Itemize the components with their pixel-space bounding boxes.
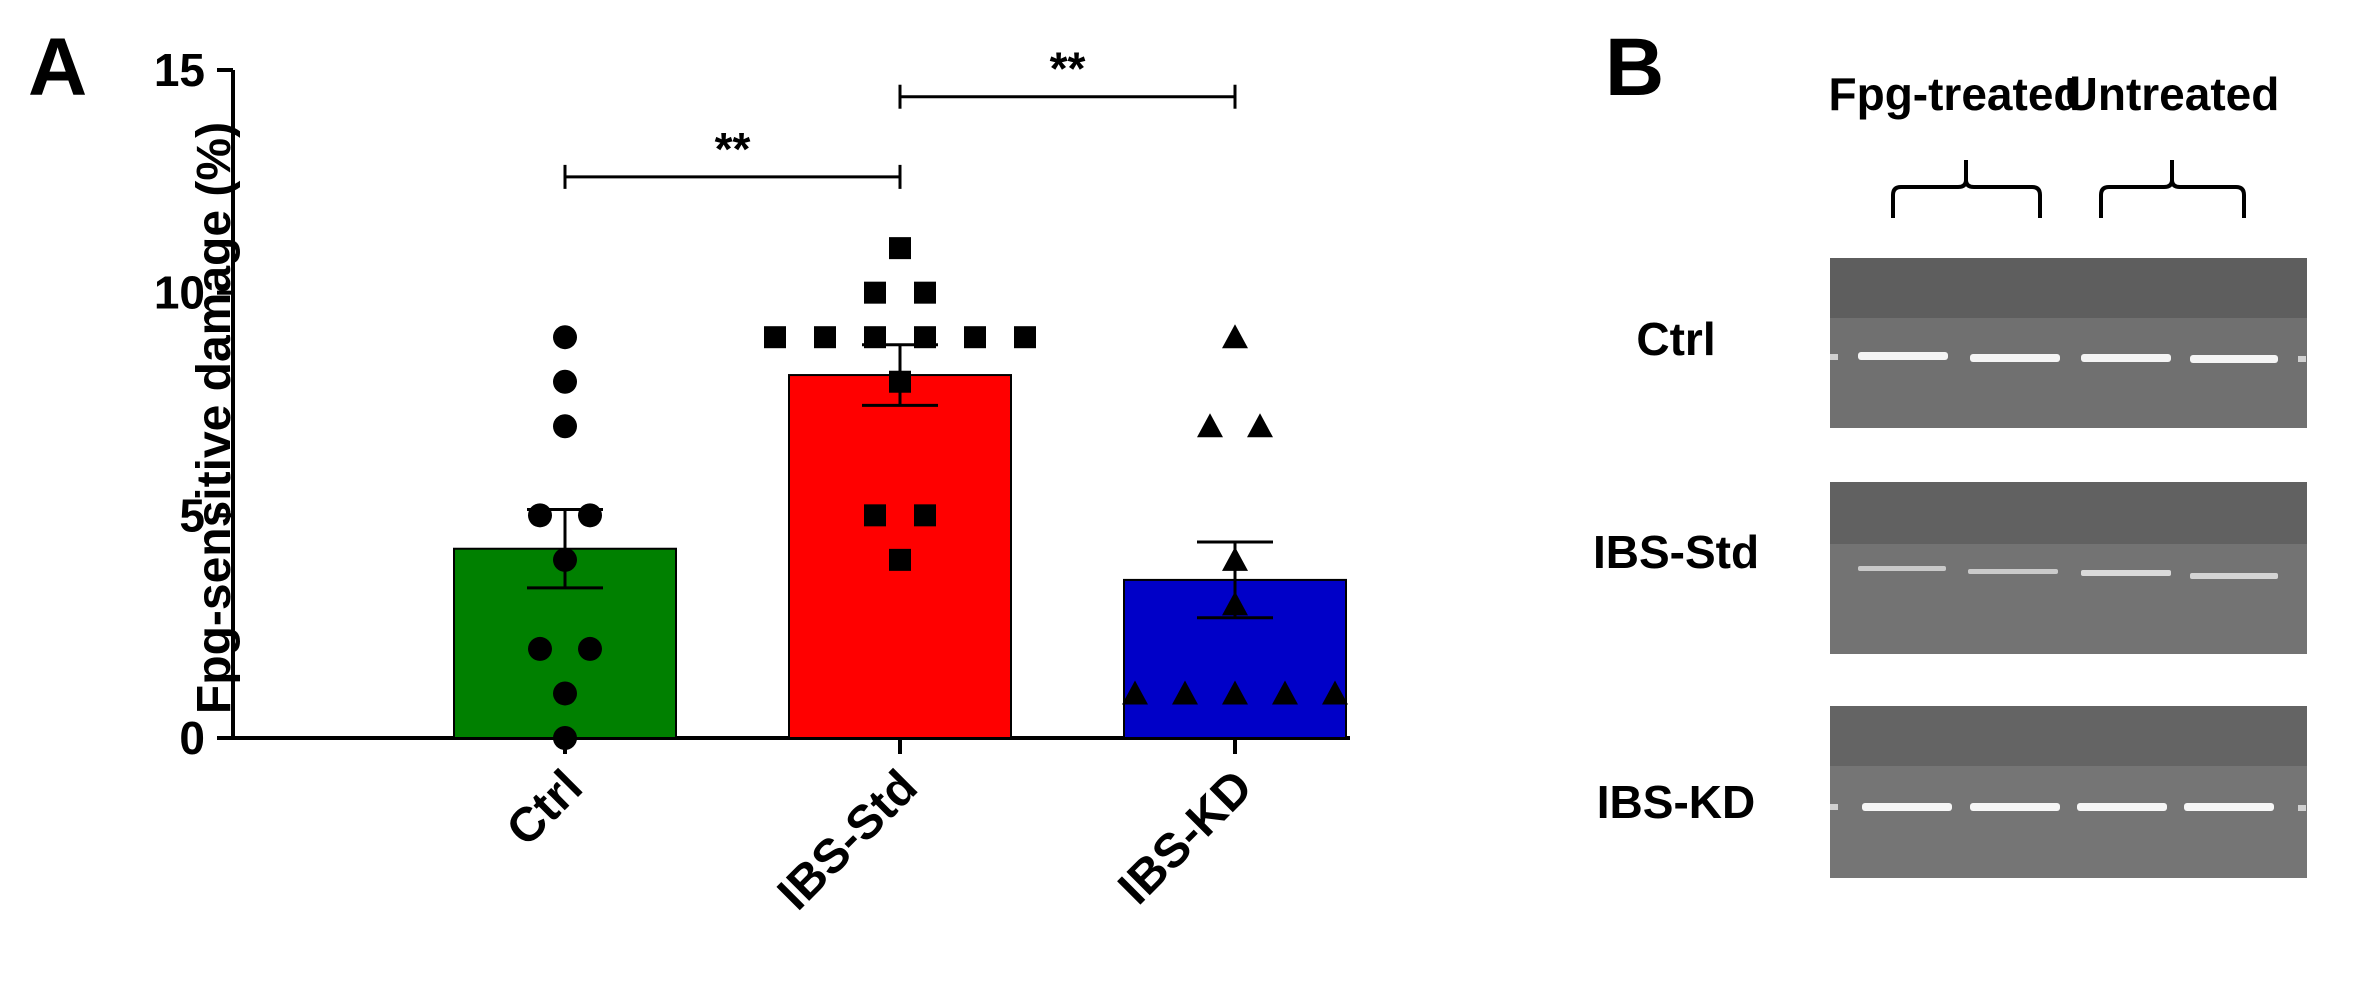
data-point (1222, 680, 1248, 705)
header-fpg-treated: Fpg-treated (1829, 68, 2082, 120)
gel-strip-ibs-kd (1830, 706, 2307, 878)
gel-band (1858, 566, 1946, 571)
data-point (1222, 324, 1248, 349)
x-tick-labels: Ctrl IBS-Std IBS-KD (497, 738, 1263, 920)
data-point (553, 414, 577, 439)
data-point (1247, 413, 1273, 438)
data-point (1172, 680, 1198, 705)
data-point (578, 503, 602, 528)
data-point (764, 326, 786, 349)
gel-band (1968, 569, 2058, 574)
x-tick-label: IBS-KD (1108, 760, 1262, 914)
y-tick-label: 15 (154, 44, 205, 96)
y-tick-label: 0 (179, 712, 205, 764)
gel-band (2184, 803, 2274, 811)
data-point (864, 326, 886, 349)
gel-band (2081, 570, 2171, 576)
data-point (1122, 680, 1148, 705)
gel-row-label-ctrl: Ctrl (1636, 313, 1715, 365)
data-point (964, 326, 986, 349)
data-point (889, 237, 911, 260)
gel-row-label-ibs-kd: IBS-KD (1597, 776, 1755, 828)
data-point (553, 681, 577, 706)
brace-fpg-treated (1891, 160, 2042, 218)
data-point (1322, 680, 1348, 705)
y-tick-label: 5 (179, 489, 205, 541)
gel-band (2081, 354, 2171, 362)
data-point (864, 504, 886, 527)
x-tick-label: Ctrl (497, 760, 593, 856)
data-point (528, 503, 552, 528)
significance-label: ** (1050, 43, 1086, 95)
data-point (553, 369, 577, 394)
data-point (914, 504, 936, 527)
data-point (553, 325, 577, 350)
gel-band (2077, 803, 2167, 811)
y-ticks: 0 5 10 15 (154, 44, 233, 764)
data-point (864, 281, 886, 304)
gel-band (2190, 573, 2278, 579)
data-point (1014, 326, 1036, 349)
bar-ctrl (453, 547, 677, 739)
data-point (814, 326, 836, 349)
gel-band (1970, 354, 2060, 362)
gel-strip-ibs-std (1830, 482, 2307, 654)
gel-row-label-ibs-std: IBS-Std (1593, 526, 1759, 578)
data-point (578, 636, 602, 661)
header-untreated: Untreated (2065, 68, 2280, 120)
panel-a-label: A (28, 22, 87, 113)
significance-label: ** (715, 123, 751, 175)
data-point (1197, 413, 1223, 438)
x-tick-label: IBS-Std (768, 760, 928, 920)
brace-untreated (2099, 160, 2246, 218)
significance-brackets: ** ** (563, 43, 1237, 189)
panel-b-label: B (1605, 22, 1664, 113)
error-bars (527, 343, 1273, 620)
data-point (914, 281, 936, 304)
gel-band (1970, 803, 2060, 811)
data-point (889, 548, 911, 571)
y-tick-label: 10 (154, 267, 205, 319)
gel-band (2190, 355, 2278, 363)
gel-strip-ctrl (1830, 258, 2307, 428)
data-points (528, 237, 1348, 750)
data-point (914, 326, 936, 349)
gel-band (1862, 803, 1952, 811)
gel-band (1858, 352, 1948, 360)
data-point (528, 636, 552, 661)
data-point (1272, 680, 1298, 705)
